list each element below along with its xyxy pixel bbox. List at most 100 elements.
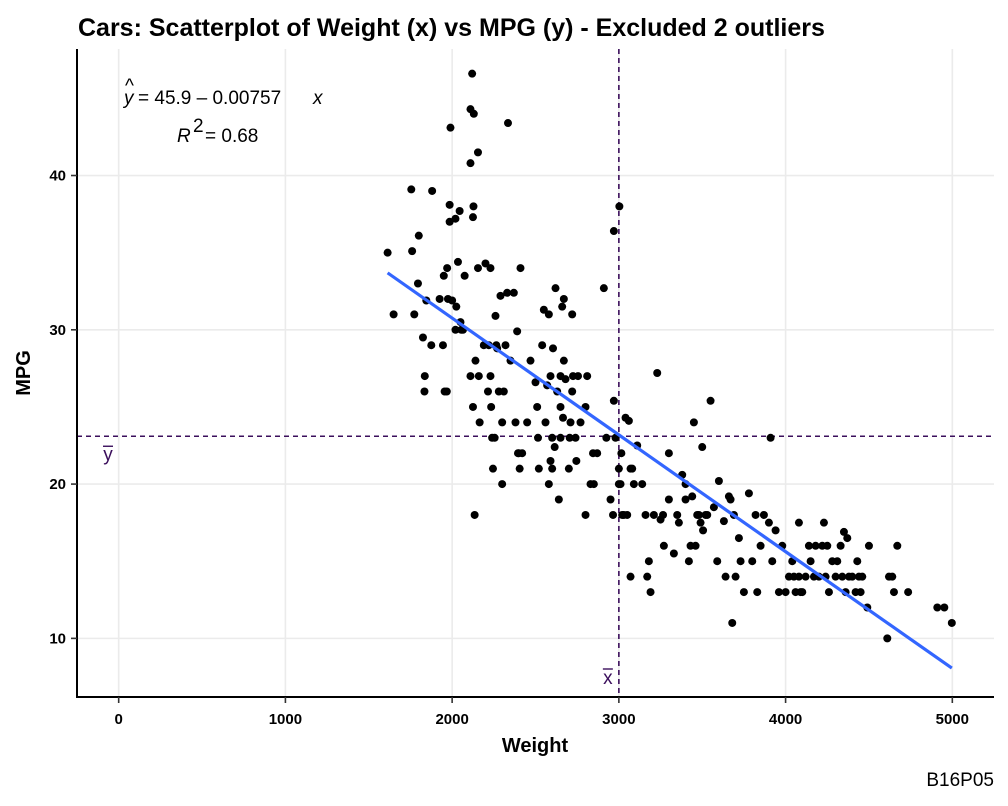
regression-line	[386, 271, 953, 670]
data-point	[856, 588, 865, 597]
x-tick-label: 0	[115, 711, 123, 728]
data-point	[698, 443, 707, 452]
data-point	[831, 572, 840, 581]
data-point	[641, 510, 650, 519]
data-point	[581, 510, 590, 519]
data-point	[538, 341, 547, 350]
data-point	[659, 510, 668, 519]
y-tick-label: 10	[49, 630, 66, 647]
x-tick-label: 2000	[435, 711, 468, 728]
data-point	[439, 271, 448, 280]
data-point	[568, 387, 577, 396]
data-point	[420, 372, 429, 381]
regression-equation: y ^ = 45.9 – 0.00757 x	[122, 76, 324, 109]
data-point	[487, 402, 496, 411]
data-point	[523, 418, 532, 427]
y-hat-symbol: y	[122, 88, 135, 109]
data-point	[589, 480, 598, 489]
data-point	[554, 495, 563, 504]
data-point	[445, 200, 454, 209]
equation-text: = 45.9 – 0.00757	[138, 88, 281, 109]
data-point	[801, 572, 810, 581]
data-point	[696, 518, 705, 527]
data-point	[753, 588, 762, 597]
data-point	[407, 185, 416, 194]
data-point	[427, 341, 436, 350]
data-point	[626, 572, 635, 581]
data-point	[734, 534, 743, 543]
data-point	[646, 588, 655, 597]
data-point	[551, 284, 560, 293]
data-point	[614, 464, 623, 473]
data-point	[806, 557, 815, 566]
data-point	[609, 227, 618, 236]
data-point	[811, 541, 820, 550]
data-point	[452, 302, 461, 311]
data-point	[503, 288, 512, 297]
data-point	[468, 69, 477, 78]
x-tick-label: 5000	[936, 711, 969, 728]
data-point	[731, 572, 740, 581]
data-point	[420, 387, 429, 396]
data-point	[681, 495, 690, 504]
data-point	[576, 418, 585, 427]
data-point	[503, 119, 512, 128]
data-point	[889, 588, 898, 597]
data-point	[774, 588, 783, 597]
data-point	[498, 418, 507, 427]
data-point	[893, 541, 902, 550]
data-point	[736, 557, 745, 566]
data-point	[819, 518, 828, 527]
data-point	[559, 413, 568, 422]
data-point	[442, 387, 451, 396]
data-point	[469, 109, 478, 118]
y-tick-label: 30	[49, 322, 66, 339]
data-point	[804, 541, 813, 550]
y-tick-label: 20	[49, 476, 66, 493]
data-point	[781, 588, 790, 597]
data-point	[751, 510, 760, 519]
data-point	[699, 526, 708, 535]
data-point	[483, 387, 492, 396]
data-point	[617, 449, 626, 458]
data-point	[546, 456, 555, 465]
data-point	[768, 557, 777, 566]
data-point	[883, 634, 892, 643]
y-hat-caret: ^	[125, 76, 134, 97]
data-point	[486, 372, 495, 381]
data-point	[616, 480, 625, 489]
data-point	[448, 296, 457, 305]
data-point	[726, 495, 735, 504]
data-point	[566, 418, 575, 427]
data-point	[664, 495, 673, 504]
data-point	[561, 375, 570, 384]
data-point	[643, 572, 652, 581]
data-point	[638, 480, 647, 489]
data-point	[549, 344, 558, 353]
data-point	[488, 464, 497, 473]
data-point	[468, 402, 477, 411]
data-point	[947, 618, 956, 627]
data-point	[474, 372, 483, 381]
data-point	[602, 433, 611, 442]
data-point	[559, 356, 568, 365]
regression-fit-line	[386, 271, 953, 670]
data-point	[609, 396, 618, 405]
data-point	[548, 464, 557, 473]
data-point	[534, 464, 543, 473]
data-point	[501, 341, 510, 350]
data-point	[490, 433, 499, 442]
data-point	[794, 572, 803, 581]
data-point	[453, 257, 462, 266]
data-point	[473, 264, 482, 273]
data-point	[389, 310, 398, 319]
data-point	[794, 518, 803, 527]
data-point	[864, 541, 873, 550]
data-point	[599, 284, 608, 293]
data-point	[533, 402, 542, 411]
data-point	[714, 477, 723, 485]
data-point	[694, 510, 703, 519]
x-axis-label: Weight	[502, 735, 569, 757]
data-point	[414, 231, 423, 240]
